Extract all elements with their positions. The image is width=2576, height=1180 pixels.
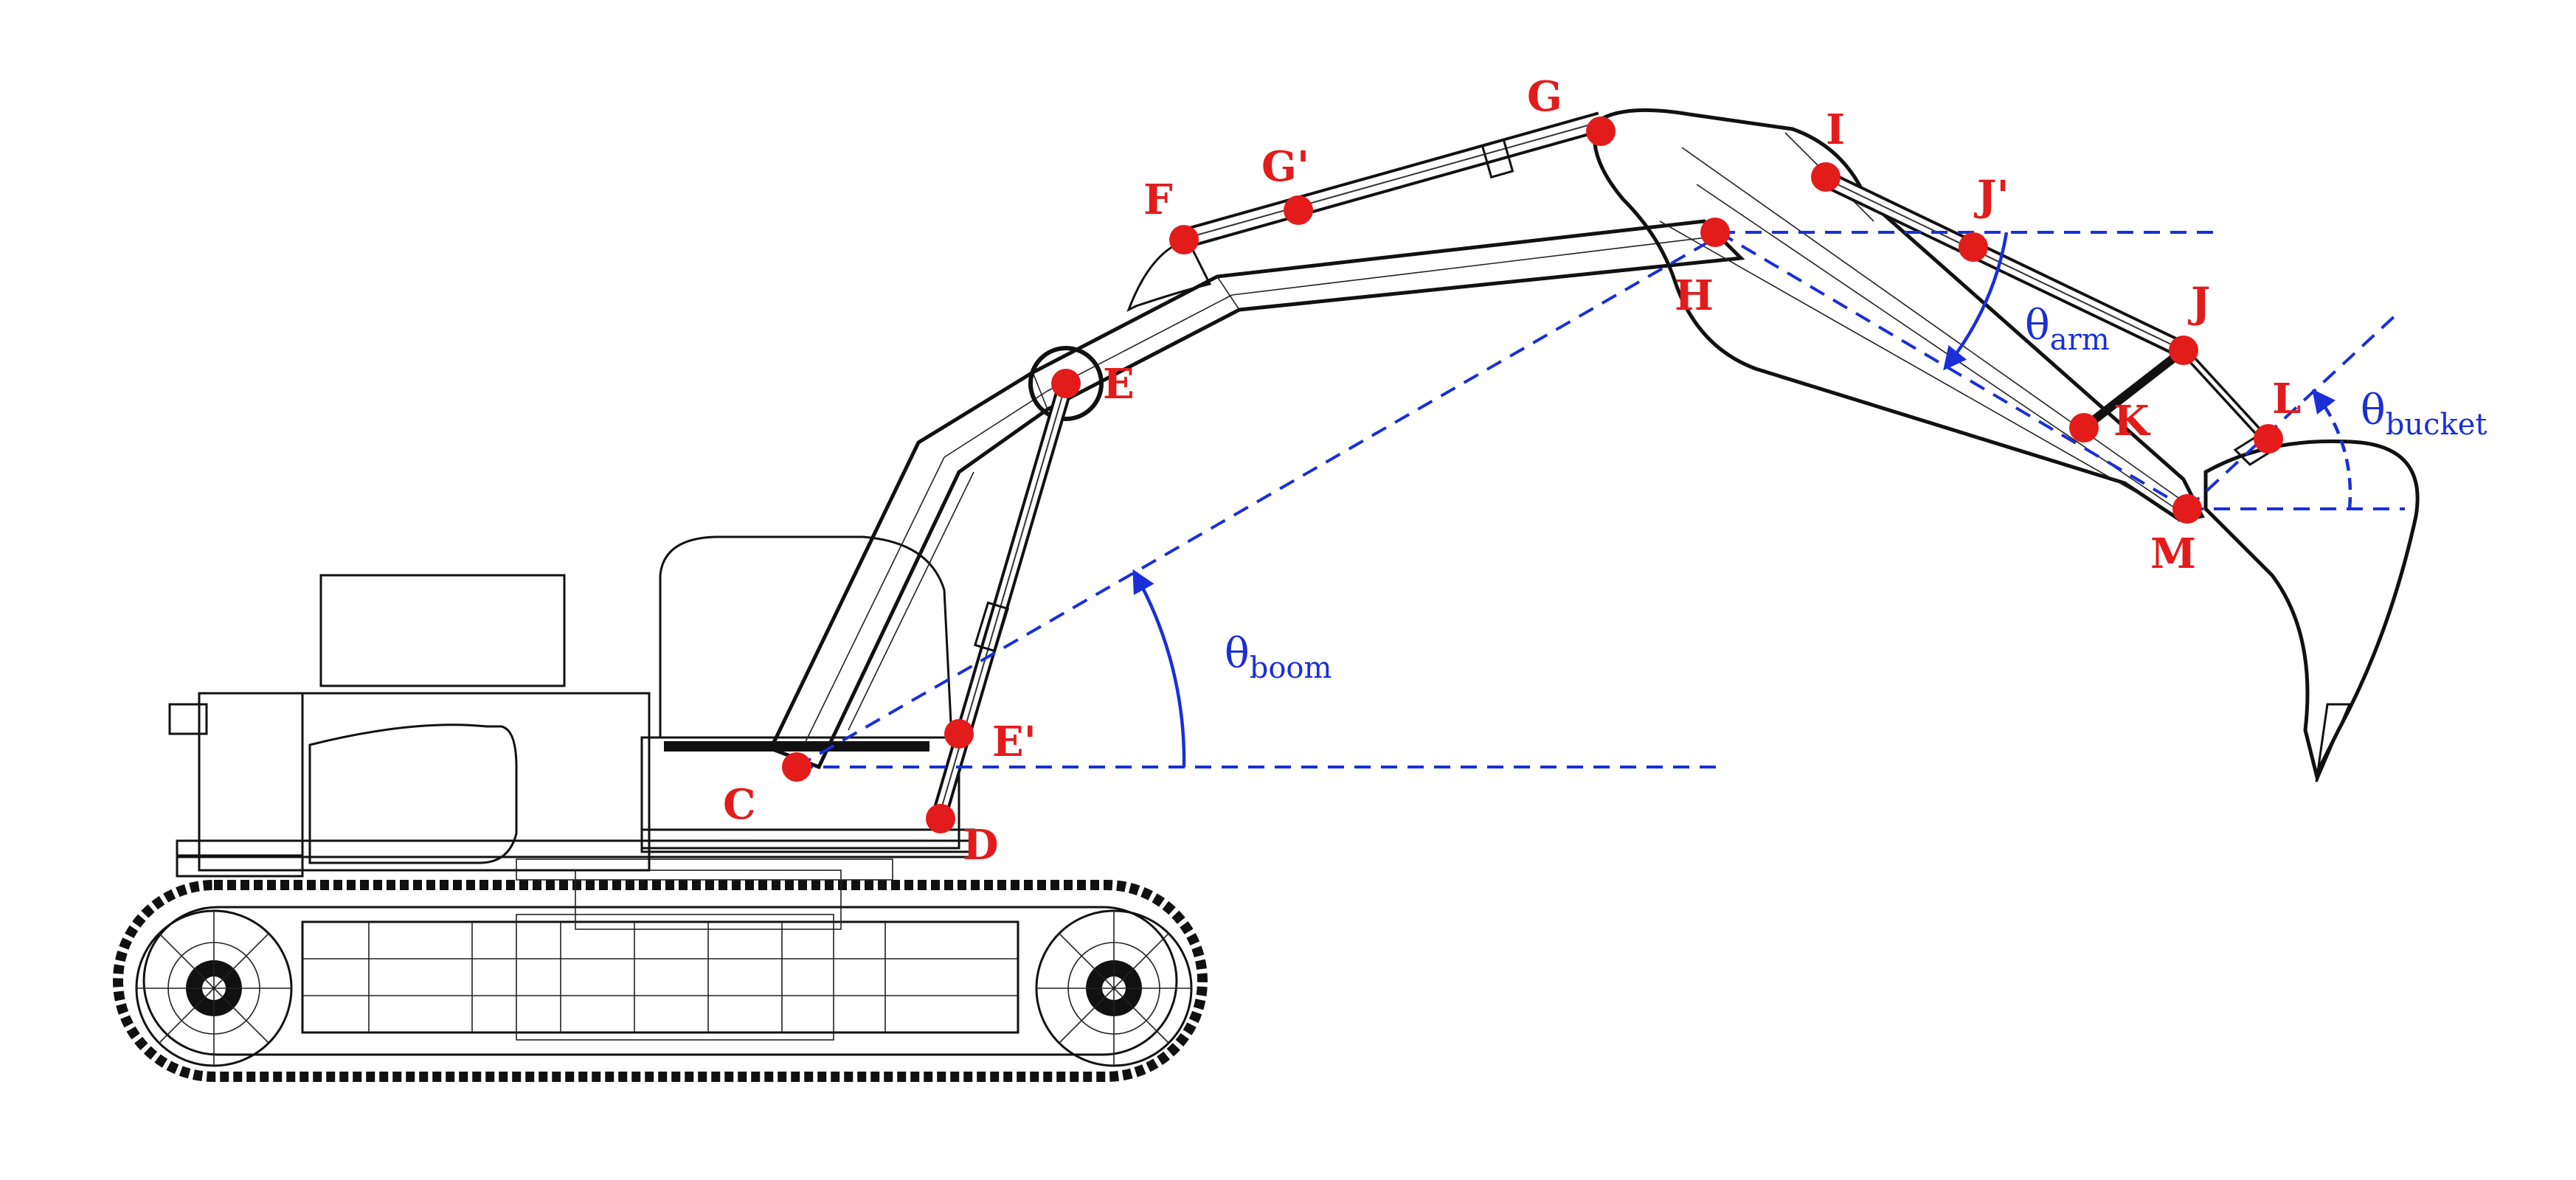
boom-body <box>768 219 1745 770</box>
joint-markers <box>782 117 2283 833</box>
joint-G-prime-label: G' <box>1261 142 1309 191</box>
joint-K-marker <box>2069 413 2099 442</box>
turntable-deck-lower <box>640 828 975 853</box>
joint-J-prime-marker <box>1959 232 1988 262</box>
carrier-block <box>575 870 842 930</box>
cab <box>659 535 953 739</box>
track-frame-divisions <box>302 922 1018 1032</box>
theta-boom-subscript: boom <box>1250 651 1332 685</box>
joint-J-prime-label: J' <box>1973 172 2009 221</box>
boom-pivot-boss <box>1028 346 1104 421</box>
counterweight <box>198 692 304 872</box>
reference-geometry <box>796 231 2405 768</box>
joint-G-label: G <box>1527 72 1562 121</box>
rear-sprocket <box>135 909 293 1067</box>
theta-bucket-subscript: bucket <box>2386 408 2487 442</box>
track-belt <box>113 880 1208 1082</box>
upper-structure <box>168 535 975 878</box>
engine-hood <box>301 692 651 872</box>
joint-H-label: H <box>1675 271 1714 320</box>
bucket <box>2203 430 2420 782</box>
joint-C-label: C <box>723 780 756 829</box>
arm-body <box>1593 108 2205 522</box>
joint-I-label: I <box>1826 105 1845 154</box>
joint-C-marker <box>782 752 811 782</box>
joint-D-marker <box>926 804 955 833</box>
theta-boom-label: θboom <box>1225 630 1332 685</box>
bucket-axis-line <box>2186 312 2399 510</box>
engine-cover-curve <box>308 723 518 864</box>
joint-labels: C D E E' F G G' H I J J' K L M <box>723 72 2301 870</box>
boom-angle-arc <box>1132 569 1186 768</box>
bucket-cylinder <box>1818 169 2188 358</box>
joint-K-label: K <box>2113 397 2151 445</box>
joint-M-marker <box>2172 494 2202 524</box>
joint-E-prime-marker <box>944 719 974 749</box>
joint-G-prime-marker <box>1284 195 1313 225</box>
boom-foot-bracket <box>664 741 929 752</box>
boom-nose-bracket <box>1126 238 1212 313</box>
exhaust-box <box>319 574 566 687</box>
bucket-linkage <box>2081 347 2268 442</box>
arm <box>1593 108 2205 522</box>
joint-I-marker <box>1811 162 1841 192</box>
theta-bucket-label: θbucket <box>2361 386 2487 442</box>
track-inner-belt <box>142 906 1178 1056</box>
theta-arm-symbol: θ <box>2025 302 2050 350</box>
arm-body-lines <box>1659 132 2184 510</box>
arm-axis-line <box>1717 231 2189 510</box>
theta-boom-symbol: θ <box>1225 630 1250 678</box>
track-assembly <box>113 858 1208 1082</box>
boom-body-lines <box>803 235 1720 746</box>
theta-arm-subscript: arm <box>2050 323 2110 357</box>
bucket-tooth <box>2315 703 2352 782</box>
theta-bucket-symbol: θ <box>2361 386 2386 434</box>
joint-F-label: F <box>1143 176 1173 224</box>
rear-step <box>176 854 304 878</box>
joint-E-prime-label: E' <box>992 718 1036 766</box>
boom-axis-line <box>796 235 1720 768</box>
joint-L-marker <box>2254 424 2283 454</box>
joint-E-marker <box>1051 369 1081 398</box>
joint-H-marker <box>1700 218 1730 247</box>
joint-J-marker <box>2169 336 2198 365</box>
track-frame-center <box>516 914 834 1041</box>
front-idler <box>1035 909 1193 1067</box>
arm-angle-arc <box>1943 232 2009 371</box>
track-frame <box>301 920 1019 1034</box>
arm-cylinder <box>1177 111 1604 250</box>
angle-labels: θboom θarm θbucket <box>1225 302 2487 685</box>
joint-E-label: E <box>1103 360 1135 409</box>
joint-G-marker <box>1586 117 1616 146</box>
joint-M-label: M <box>2150 530 2196 578</box>
joint-F-marker <box>1169 225 1199 254</box>
joint-D-label: D <box>963 821 999 870</box>
joint-L-label: L <box>2272 375 2301 423</box>
counterweight-cap <box>168 703 208 735</box>
bucket-shell <box>2203 439 2420 780</box>
boom <box>768 219 1745 770</box>
bucket-angle-arc <box>2312 389 2352 510</box>
joint-J-label: J <box>2187 279 2211 327</box>
theta-arm-label: θarm <box>2025 302 2110 357</box>
